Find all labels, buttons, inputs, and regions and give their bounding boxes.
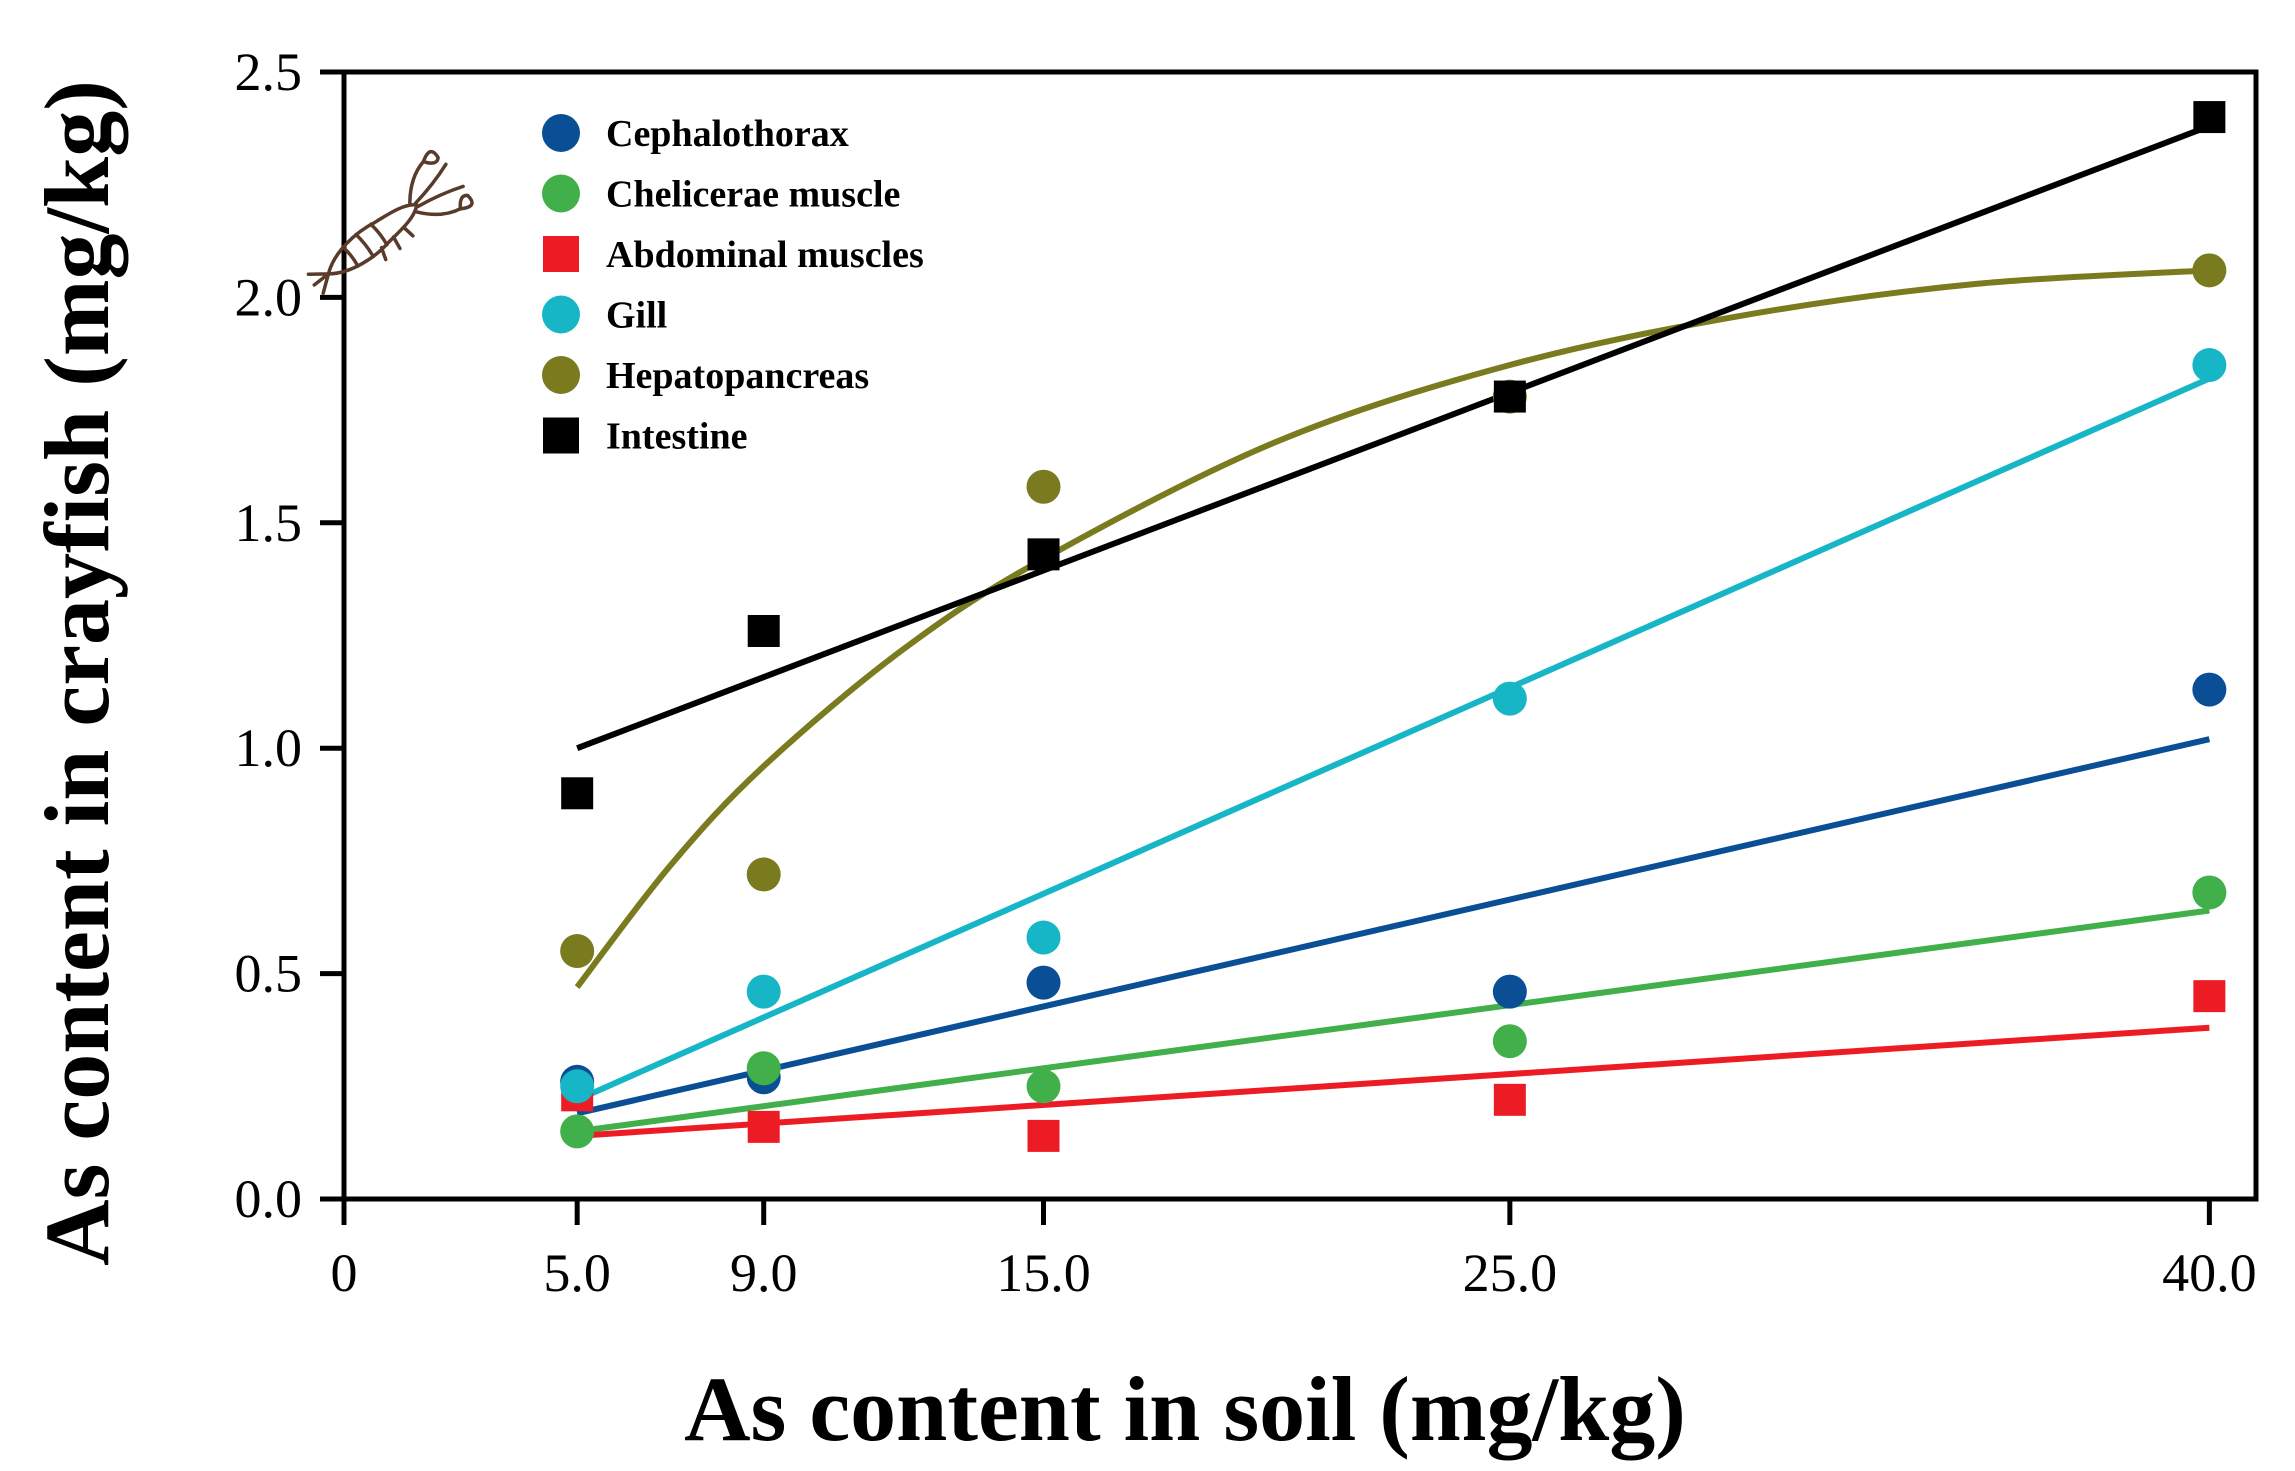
chelicerae-muscle-point: [1026, 1069, 1061, 1104]
y-tick-label: 1.5: [235, 493, 303, 553]
legend-marker: [542, 174, 580, 213]
legend-marker: [542, 356, 580, 394]
plot-frame: [341, 69, 2259, 1202]
intestine-point: [1027, 538, 1060, 571]
cephalothorax-fit-line: [576, 736, 2211, 1117]
hepatopancreas-point: [2192, 253, 2227, 288]
gill-point: [2192, 348, 2227, 383]
abdominal-muscles-point: [2193, 980, 2226, 1013]
legend-marker: [542, 114, 580, 152]
gill-point: [1492, 681, 1527, 716]
gill-point: [746, 974, 781, 1009]
intestine-point: [561, 777, 594, 810]
legend-label: Cephalothorax: [606, 113, 849, 155]
data-points: [560, 101, 2227, 1152]
x-tick-label: 0: [331, 1243, 358, 1303]
intestine-point: [2193, 101, 2226, 134]
abdominal-muscles-point: [1027, 1119, 1060, 1152]
cephalothorax-point: [1492, 974, 1527, 1009]
legend-label: Hepatopancreas: [606, 355, 869, 397]
hepatopancreas-fit-line: [574, 267, 2210, 989]
chelicerae-muscle-point: [746, 1051, 781, 1086]
hepatopancreas-point: [1026, 469, 1061, 504]
legend-label: Abdominal muscles: [606, 234, 924, 276]
cephalothorax-point: [1026, 965, 1061, 1000]
x-tick-label: 40.0: [2162, 1243, 2257, 1303]
legend-marker: [543, 417, 579, 454]
legend-marker: [543, 236, 579, 272]
legend-label: Gill: [606, 295, 667, 337]
x-tick-label: 5.0: [543, 1243, 611, 1303]
cephalothorax-point: [2192, 672, 2227, 707]
y-tick-label: 2.0: [235, 267, 303, 327]
x-tick-label: 15.0: [996, 1243, 1091, 1303]
chelicerae-muscle-point: [2192, 875, 2227, 910]
abdominal-muscles-fit-line: [576, 1024, 2210, 1139]
crayfish-icon: [306, 149, 474, 295]
intestine-point: [1493, 380, 1526, 413]
x-tick-label: 9.0: [730, 1243, 798, 1303]
x-axis-title: As content in soil (mg/kg): [684, 1358, 1686, 1460]
y-axis: 0.0 0.5 1.0 1.5 2.0 2.5: [235, 42, 344, 1229]
chelicerae-muscle-fit-line: [576, 907, 2210, 1135]
legend-label: Intestine: [606, 416, 747, 458]
legend-label: Chelicerae muscle: [606, 174, 900, 216]
hepatopancreas-point: [746, 857, 781, 892]
x-axis: 0 5.0 9.0 15.0 25.0 40.0: [331, 1199, 2257, 1303]
intestine-point: [747, 614, 780, 647]
y-axis-title: As content in crayfish (mg/kg): [26, 80, 128, 1266]
gill-fit-line: [575, 375, 2211, 1103]
abdominal-muscles-point: [747, 1110, 780, 1143]
gill-point: [1026, 920, 1061, 955]
legend: Cephalothorax Chelicerae muscle Abdominal …: [542, 113, 924, 458]
gill-point: [560, 1069, 595, 1104]
fit-lines: [574, 123, 2211, 1139]
abdominal-muscles-point: [1493, 1083, 1526, 1116]
y-tick-label: 2.5: [235, 42, 303, 102]
intestine-fit-line: [576, 123, 2211, 752]
chelicerae-muscle-point: [1492, 1024, 1527, 1059]
x-tick-label: 25.0: [1463, 1243, 1558, 1303]
y-tick-label: 0.0: [235, 1169, 303, 1229]
chelicerae-muscle-point: [560, 1114, 595, 1149]
y-tick-label: 0.5: [235, 944, 303, 1004]
y-tick-label: 1.0: [235, 718, 303, 778]
legend-marker: [542, 295, 580, 334]
hepatopancreas-point: [560, 934, 595, 969]
